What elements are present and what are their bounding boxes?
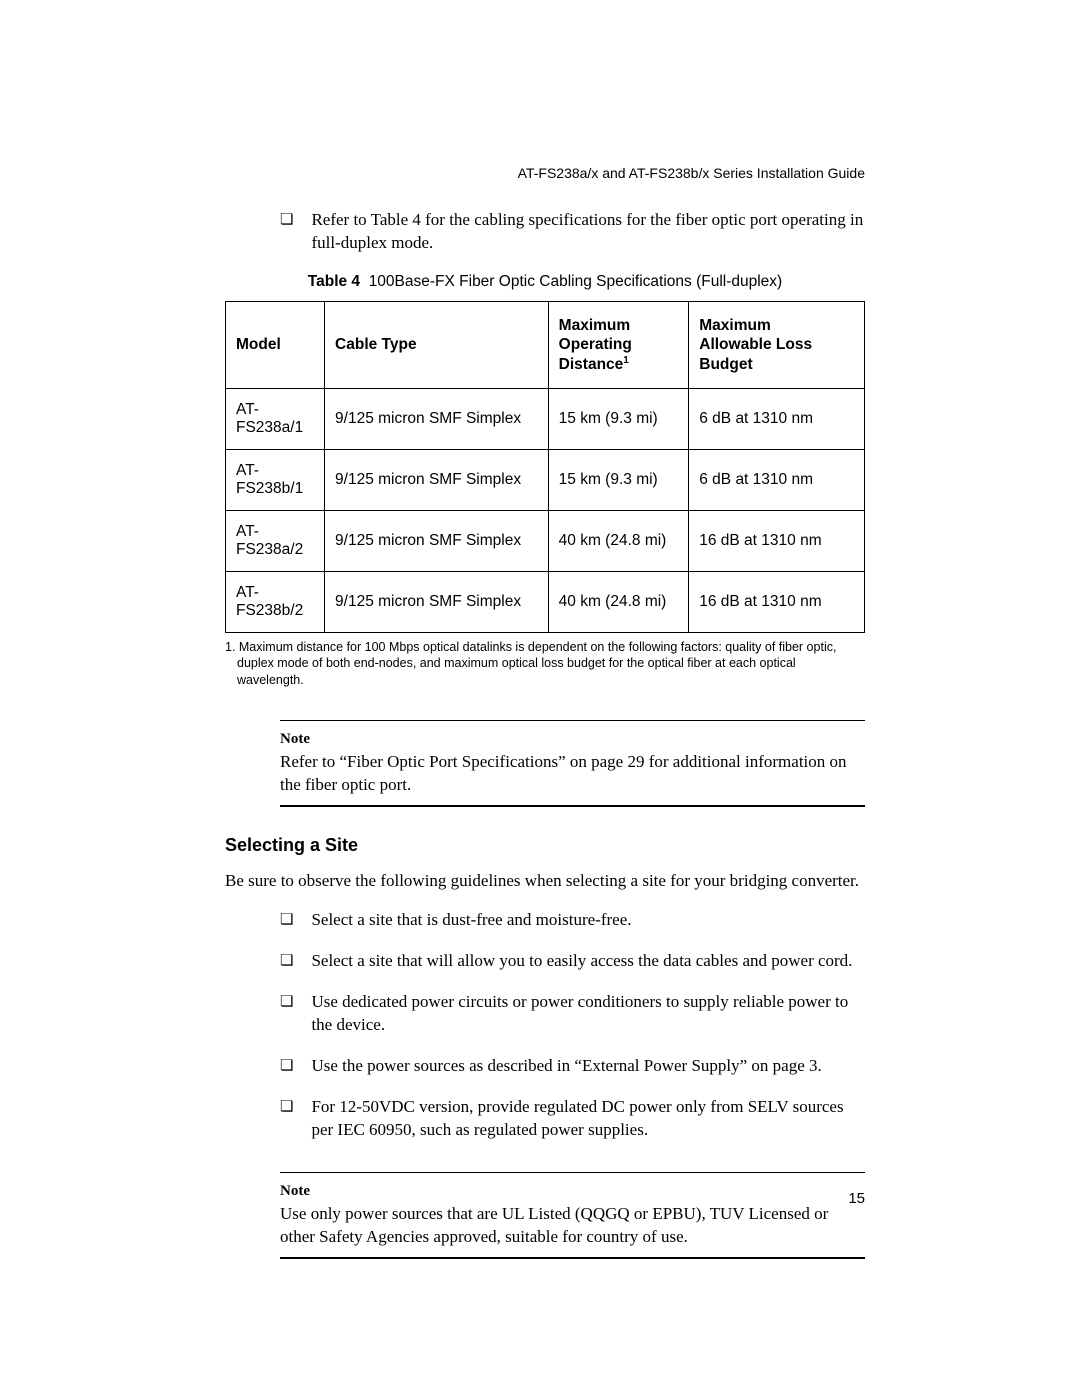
cell-loss: 16 dB at 1310 nm (689, 572, 865, 633)
cell-distance: 15 km (9.3 mi) (548, 389, 689, 450)
note-label: Note (280, 1181, 865, 1201)
page-number: 15 (848, 1190, 865, 1207)
document-header: AT-FS238a/x and AT-FS238b/x Series Insta… (225, 165, 865, 181)
table-row: AT-FS238b/1 9/125 micron SMF Simplex 15 … (226, 450, 865, 511)
th-model: Model (226, 301, 325, 388)
cell-cable: 9/125 micron SMF Simplex (325, 450, 549, 511)
cell-loss: 16 dB at 1310 nm (689, 511, 865, 572)
list-text: Use the power sources as described in “E… (311, 1055, 821, 1078)
bullet-icon: ❏ (280, 1097, 293, 1142)
table-row: AT-FS238a/1 9/125 micron SMF Simplex 15 … (226, 389, 865, 450)
list-text: Select a site that is dust-free and mois… (311, 909, 631, 932)
table-caption-text: 100Base-FX Fiber Optic Cabling Specifica… (369, 273, 783, 290)
list-text: Use dedicated power circuits or power co… (311, 991, 865, 1037)
table-row: AT-FS238b/2 9/125 micron SMF Simplex 40 … (226, 572, 865, 633)
intro-bullet-item: ❏ Refer to Table 4 for the cabling speci… (280, 209, 865, 255)
cell-distance: 40 km (24.8 mi) (548, 511, 689, 572)
note-label: Note (280, 729, 865, 749)
list-item: ❏ Select a site that is dust-free and mo… (280, 909, 865, 932)
th-cable: Cable Type (325, 301, 549, 388)
cell-model: AT-FS238a/1 (226, 389, 325, 450)
th-distance: Maximum Operating Distance1 (548, 301, 689, 388)
table-caption: Table 4 100Base-FX Fiber Optic Cabling S… (225, 273, 865, 291)
page: AT-FS238a/x and AT-FS238b/x Series Insta… (0, 0, 1080, 1397)
spec-table: Model Cable Type Maximum Operating Dista… (225, 301, 865, 633)
cell-cable: 9/125 micron SMF Simplex (325, 511, 549, 572)
th-loss: Maximum Allowable Loss Budget (689, 301, 865, 388)
section-heading: Selecting a Site (225, 835, 865, 856)
bullet-icon: ❏ (280, 951, 293, 973)
bullet-icon: ❏ (280, 992, 293, 1037)
list-text: Select a site that will allow you to eas… (311, 950, 852, 973)
cell-distance: 40 km (24.8 mi) (548, 572, 689, 633)
note-body: Use only power sources that are UL Liste… (280, 1203, 865, 1249)
cell-model: AT-FS238b/1 (226, 450, 325, 511)
bullet-icon: ❏ (280, 1056, 293, 1078)
section-intro: Be sure to observe the following guideli… (225, 870, 865, 893)
list-item: ❏ For 12-50VDC version, provide regulate… (280, 1096, 865, 1142)
note-block-1: Note Refer to “Fiber Optic Port Specific… (280, 720, 865, 807)
table-caption-label: Table 4 (308, 273, 360, 290)
cell-model: AT-FS238b/2 (226, 572, 325, 633)
note-body: Refer to “Fiber Optic Port Specification… (280, 751, 865, 797)
bullet-icon: ❏ (280, 910, 293, 932)
cell-cable: 9/125 micron SMF Simplex (325, 389, 549, 450)
list-item: ❏ Use the power sources as described in … (280, 1055, 865, 1078)
list-item: ❏ Use dedicated power circuits or power … (280, 991, 865, 1037)
bullet-icon: ❏ (280, 210, 293, 255)
footnote-ref: 1 (623, 355, 629, 366)
intro-text: Refer to Table 4 for the cabling specifi… (311, 209, 865, 255)
cell-model: AT-FS238a/2 (226, 511, 325, 572)
table-row: AT-FS238a/2 9/125 micron SMF Simplex 40 … (226, 511, 865, 572)
note-block-2: Note Use only power sources that are UL … (280, 1172, 865, 1259)
table-header-row: Model Cable Type Maximum Operating Dista… (226, 301, 865, 388)
cell-cable: 9/125 micron SMF Simplex (325, 572, 549, 633)
cell-distance: 15 km (9.3 mi) (548, 450, 689, 511)
table-footnote: 1. Maximum distance for 100 Mbps optical… (237, 639, 865, 688)
list-text: For 12-50VDC version, provide regulated … (311, 1096, 865, 1142)
cell-loss: 6 dB at 1310 nm (689, 389, 865, 450)
cell-loss: 6 dB at 1310 nm (689, 450, 865, 511)
list-item: ❏ Select a site that will allow you to e… (280, 950, 865, 973)
